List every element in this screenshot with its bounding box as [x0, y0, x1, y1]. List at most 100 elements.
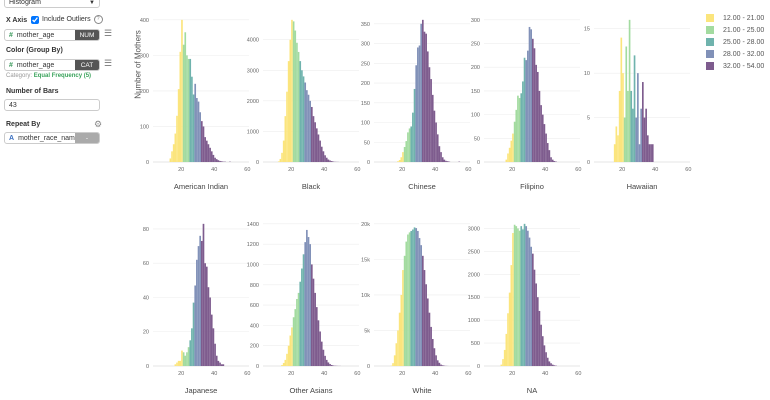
histogram-bar[interactable] — [177, 89, 180, 162]
histogram-bar[interactable] — [220, 364, 223, 366]
histogram-bar[interactable] — [296, 298, 298, 366]
histogram-bar[interactable] — [281, 364, 283, 366]
histogram-bar[interactable] — [309, 100, 311, 162]
histogram-bar[interactable] — [413, 88, 416, 162]
histogram-bar[interactable] — [299, 61, 302, 162]
histogram-bar[interactable] — [520, 226, 523, 366]
histogram-bar[interactable] — [548, 150, 551, 162]
histogram-bar[interactable] — [440, 152, 442, 162]
histogram-bar[interactable] — [181, 19, 183, 162]
histogram-bar[interactable] — [435, 355, 437, 366]
histogram-bar[interactable] — [425, 284, 427, 366]
histogram-bar[interactable] — [518, 230, 521, 366]
x-axis-menu-icon[interactable]: ☰ — [104, 28, 113, 38]
histogram-bar[interactable] — [189, 58, 192, 162]
histogram-bar[interactable] — [525, 226, 528, 366]
legend-item[interactable]: 21.00 - 25.00 — [706, 24, 764, 36]
include-outliers-checkbox[interactable]: Include Outliers ? — [31, 15, 103, 24]
histogram-bar[interactable] — [294, 309, 297, 366]
histogram-bar[interactable] — [324, 155, 326, 162]
histogram-bar[interactable] — [172, 144, 175, 162]
histogram-bar[interactable] — [312, 116, 315, 162]
histogram-bar[interactable] — [628, 19, 631, 162]
histogram-bar[interactable] — [284, 116, 287, 162]
histogram-bar[interactable] — [431, 94, 434, 162]
histogram-bar[interactable] — [446, 161, 449, 162]
legend-item[interactable]: 25.00 - 28.00 — [706, 36, 764, 48]
histogram-bar[interactable] — [296, 42, 298, 162]
histogram-bar[interactable] — [548, 361, 551, 366]
histogram-bar[interactable] — [410, 230, 413, 366]
color-field[interactable]: # mother_age CAT — [4, 59, 100, 71]
histogram-bar[interactable] — [182, 352, 185, 366]
histogram-bar[interactable] — [407, 132, 409, 162]
number-of-bars-input[interactable]: 43 — [4, 99, 100, 111]
histogram-bar[interactable] — [215, 159, 218, 162]
histogram-bar[interactable] — [287, 61, 290, 162]
histogram-bar[interactable] — [176, 362, 178, 366]
histogram-bar[interactable] — [543, 124, 546, 162]
histogram-bar[interactable] — [286, 353, 288, 366]
histogram-bar[interactable] — [315, 307, 318, 366]
histogram-bar[interactable] — [645, 108, 647, 162]
histogram-bar[interactable] — [306, 229, 308, 366]
histogram-bar[interactable] — [220, 161, 223, 162]
histogram-bar[interactable] — [192, 94, 195, 162]
histogram-bar[interactable] — [545, 352, 547, 366]
histogram-bar[interactable] — [191, 328, 193, 366]
histogram-bar[interactable] — [393, 355, 396, 366]
histogram-bar[interactable] — [307, 237, 310, 366]
histogram-bar[interactable] — [533, 48, 536, 163]
include-outliers-check[interactable] — [31, 15, 39, 24]
histogram-bar[interactable] — [332, 365, 335, 366]
gear-icon[interactable]: ⚙ — [94, 119, 103, 129]
histogram-bar[interactable] — [508, 147, 511, 162]
histogram-bar[interactable] — [513, 224, 516, 366]
histogram-bar[interactable] — [430, 326, 432, 366]
x-axis-field[interactable]: # mother_age NUM — [4, 29, 100, 41]
histogram-bar[interactable] — [623, 117, 626, 162]
histogram-bar[interactable] — [289, 335, 292, 366]
histogram-bar[interactable] — [642, 82, 644, 162]
histogram-bar[interactable] — [320, 341, 323, 366]
histogram-bar[interactable] — [287, 345, 290, 366]
histogram-bar[interactable] — [205, 266, 208, 366]
histogram-bar[interactable] — [292, 317, 295, 366]
histogram-bar[interactable] — [405, 141, 408, 162]
histogram-bar[interactable] — [202, 223, 205, 366]
histogram-bar[interactable] — [400, 294, 403, 366]
histogram-bar[interactable] — [523, 223, 526, 366]
histogram-bar[interactable] — [627, 90, 629, 162]
histogram-bar[interactable] — [397, 330, 399, 366]
histogram-bar[interactable] — [515, 109, 518, 162]
histogram-bar[interactable] — [311, 264, 313, 366]
histogram-bar[interactable] — [638, 144, 641, 162]
histogram-bar[interactable] — [512, 133, 514, 162]
histogram-bar[interactable] — [540, 105, 542, 162]
histogram-bar[interactable] — [420, 23, 422, 163]
histogram-bar[interactable] — [541, 336, 544, 366]
histogram-bar[interactable] — [182, 44, 185, 162]
histogram-bar[interactable] — [294, 30, 297, 162]
histogram-bar[interactable] — [632, 108, 634, 162]
histogram-bar[interactable] — [635, 117, 638, 162]
histogram-bar[interactable] — [617, 135, 619, 162]
num-type-button[interactable]: NUM — [75, 30, 99, 40]
histogram-bar[interactable] — [392, 363, 394, 366]
histogram-bar[interactable] — [402, 152, 404, 162]
histogram-bar[interactable] — [528, 26, 531, 162]
histogram-bar[interactable] — [171, 151, 173, 162]
histogram-bar[interactable] — [181, 350, 183, 366]
histogram-bar[interactable] — [322, 349, 325, 366]
histogram-bar[interactable] — [407, 234, 409, 366]
histogram-bar[interactable] — [320, 146, 323, 162]
histogram-bar[interactable] — [329, 363, 331, 366]
histogram-bar[interactable] — [184, 32, 187, 163]
histogram-bar[interactable] — [500, 364, 503, 366]
histogram-bar[interactable] — [551, 364, 554, 366]
histogram-bar[interactable] — [505, 333, 508, 366]
histogram-bar[interactable] — [201, 240, 203, 366]
histogram-bar[interactable] — [314, 292, 316, 366]
cat-type-button[interactable]: CAT — [75, 60, 99, 70]
